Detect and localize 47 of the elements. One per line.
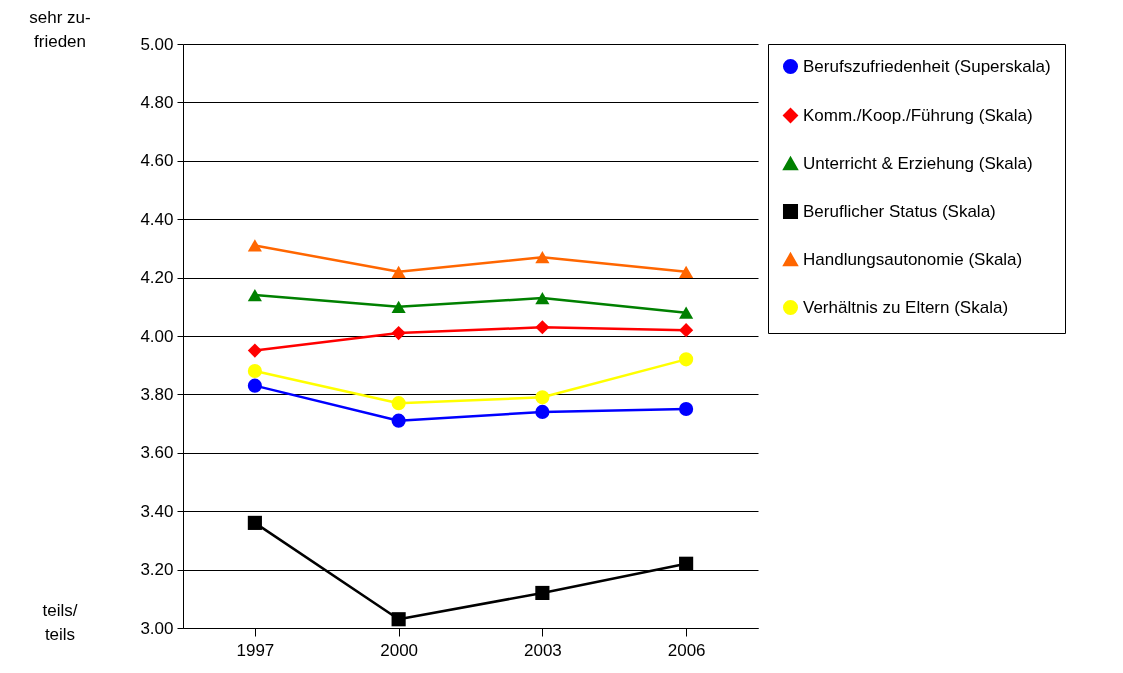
text: teils/ teils xyxy=(42,601,78,644)
y-tick-label: 5.00 xyxy=(140,34,174,54)
legend-label: Verhältnis zu Eltern (Skala) xyxy=(803,297,1009,317)
text: sehr zu- frieden xyxy=(29,8,91,51)
point xyxy=(679,323,694,338)
point xyxy=(391,265,406,278)
point xyxy=(535,585,550,601)
legend-label: Berufszufriedenheit (Superskala) xyxy=(803,56,1051,76)
y-tick-label: 4.80 xyxy=(140,92,174,112)
point xyxy=(679,265,694,278)
x-tick-label: 2006 xyxy=(667,640,706,660)
point xyxy=(247,239,262,252)
y-tick-label: 3.40 xyxy=(140,501,174,521)
y-tick-label: 3.60 xyxy=(140,443,174,463)
point xyxy=(247,378,262,393)
point xyxy=(679,352,694,367)
y-tick-label: 3.00 xyxy=(140,618,174,638)
legend-label: Komm./Koop./Führung (Skala) xyxy=(803,105,1033,125)
point xyxy=(679,401,694,417)
y-tick-label: 3.80 xyxy=(140,384,174,404)
legend-label: Unterricht & Erziehung (Skala) xyxy=(803,153,1033,173)
point xyxy=(391,300,406,313)
point xyxy=(247,363,262,379)
point xyxy=(535,251,550,264)
point xyxy=(247,343,262,358)
legend-label: Beruflicher Status (Skala) xyxy=(803,201,996,221)
point xyxy=(535,320,550,335)
x-tick-label: 2003 xyxy=(523,640,562,660)
y-tick-label: 3.20 xyxy=(140,560,174,580)
point xyxy=(247,515,262,530)
point xyxy=(679,556,694,571)
y-tick-label: 4.40 xyxy=(140,209,174,229)
legend-label: Handlungsautonomie (Skala) xyxy=(803,249,1023,269)
x-tick-label: 1997 xyxy=(236,640,275,660)
x-tick-label: 2000 xyxy=(380,640,419,660)
point xyxy=(247,289,262,302)
point xyxy=(535,291,550,305)
point xyxy=(391,396,406,411)
point xyxy=(535,404,550,419)
point xyxy=(391,612,406,627)
point xyxy=(391,413,406,428)
point xyxy=(679,306,694,319)
point xyxy=(391,326,406,341)
y-tick-label: 4.60 xyxy=(140,151,174,171)
y-tick-label: 4.00 xyxy=(140,326,174,346)
y-tick-label: 4.20 xyxy=(140,268,174,288)
point xyxy=(535,390,550,405)
